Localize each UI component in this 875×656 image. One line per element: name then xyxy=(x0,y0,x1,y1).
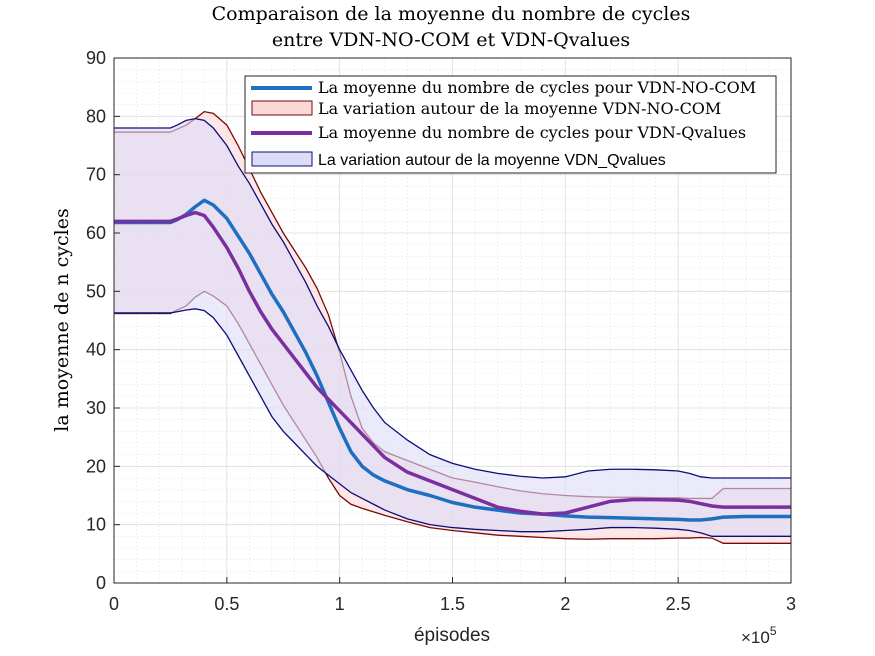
y-tick-label: 90 xyxy=(86,48,106,68)
chart-title-line-1: Comparaison de la moyenne du nombre de c… xyxy=(212,3,691,25)
chart-title-line-2: entre VDN-NO-COM et VDN-Qvalues xyxy=(272,29,630,51)
y-tick-label: 60 xyxy=(86,223,106,243)
band-fill-1 xyxy=(114,118,791,537)
x-tick-label: 1 xyxy=(335,594,345,614)
x-tick-label: 0 xyxy=(109,594,119,614)
x-axis-exponent: ×105 xyxy=(741,624,777,647)
legend: La moyenne du nombre de cycles pour VDN-… xyxy=(244,75,777,174)
y-tick-label: 20 xyxy=(86,456,106,476)
legend-entry-mean-vdn-qvalues: La moyenne du nombre de cycles pour VDN-… xyxy=(318,123,746,142)
band-upper-edge-1 xyxy=(114,118,791,479)
legend-box xyxy=(244,75,777,174)
legend-swatch-band-vdn-qvalues xyxy=(251,151,313,167)
x-tick-label: 2 xyxy=(560,594,570,614)
x-axis-ticks: 0 0.5 1 1.5 2 2.5 3 xyxy=(109,577,796,614)
y-tick-label: 50 xyxy=(86,281,106,301)
y-tick-label: 70 xyxy=(86,165,106,185)
band-lower-edge-1 xyxy=(114,308,791,537)
x-axis-label: épisodes xyxy=(414,625,490,646)
mean-line-1 xyxy=(114,210,791,516)
y-tick-label: 40 xyxy=(86,340,106,360)
x-tick-label: 0.5 xyxy=(214,594,239,614)
variation-bands xyxy=(114,110,791,544)
x-axis-exponent-power: 5 xyxy=(770,624,777,638)
y-tick-label: 80 xyxy=(86,106,106,126)
legend-entry-band-vdn-qvalues: La variation autour de la moyenne VDN_Qv… xyxy=(318,152,666,169)
y-tick-label: 0 xyxy=(96,573,106,593)
legend-entry-band-vdn-no-com: La variation autour de la moyenne VDN-NO… xyxy=(318,99,721,118)
y-axis-ticks: 0 10 20 30 40 50 60 70 80 90 xyxy=(86,48,120,593)
x-tick-label: 2.5 xyxy=(666,594,691,614)
y-axis-label: la moyenne de n cycles xyxy=(51,208,73,431)
legend-entry-mean-vdn-no-com: La moyenne du nombre de cycles pour VDN-… xyxy=(318,78,756,97)
y-tick-label: 10 xyxy=(86,515,106,535)
mean-line-0 xyxy=(114,198,791,522)
x-axis-exponent-base: ×10 xyxy=(741,628,770,647)
mean-lines xyxy=(114,198,791,522)
y-tick-label: 30 xyxy=(86,398,106,418)
x-tick-label: 3 xyxy=(786,594,796,614)
x-tick-label: 1.5 xyxy=(440,594,465,614)
legend-swatch-band-vdn-no-com xyxy=(251,100,313,116)
